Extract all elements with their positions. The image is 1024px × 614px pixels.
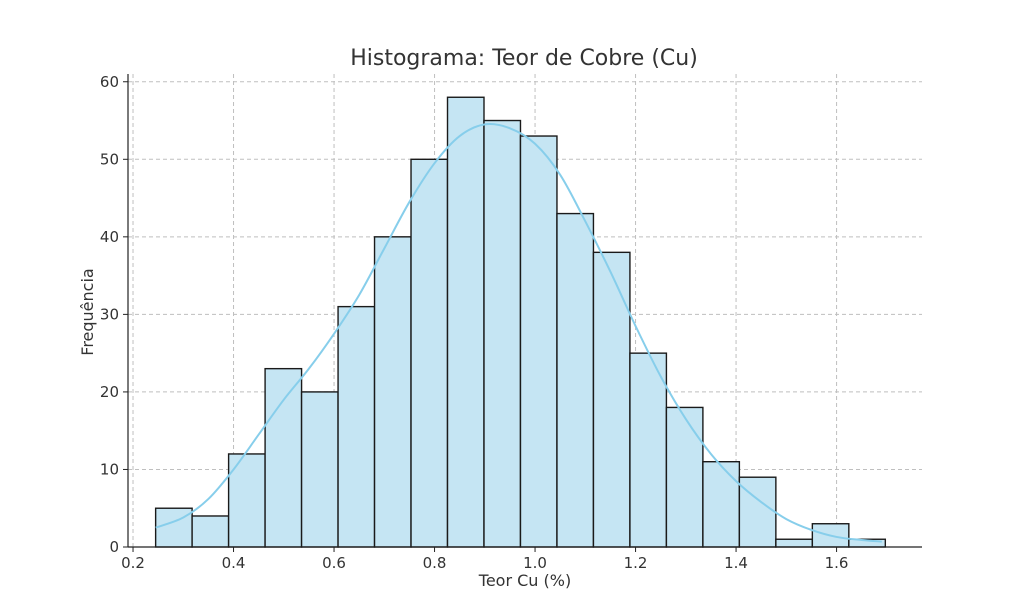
y-tick-label: 10 xyxy=(100,460,119,478)
x-tick-label: 0.2 xyxy=(121,554,145,572)
x-tick-label: 1.0 xyxy=(523,554,547,572)
x-axis-label: Teor Cu (%) xyxy=(478,571,571,590)
y-tick-label: 40 xyxy=(100,228,119,246)
kde-curve xyxy=(155,123,882,543)
axes xyxy=(127,74,922,548)
histogram-bar xyxy=(191,515,230,548)
histogram-bar xyxy=(300,391,339,548)
histogram-bar xyxy=(592,251,631,548)
histogram-bar xyxy=(264,367,303,548)
histogram-bar xyxy=(410,158,449,548)
x-tick-label: 0.8 xyxy=(423,554,447,572)
histogram-bars xyxy=(154,96,887,548)
histogram-bar xyxy=(665,406,704,548)
y-tick-label: 60 xyxy=(100,73,119,91)
y-tick-label: 0 xyxy=(109,538,119,556)
y-tick-label: 20 xyxy=(100,383,119,401)
histogram-bar xyxy=(483,119,522,548)
histogram-bar xyxy=(519,135,558,548)
chart-title: Histograma: Teor de Cobre (Cu) xyxy=(350,46,698,71)
x-tick-label: 1.2 xyxy=(624,554,648,572)
histogram-bar xyxy=(446,96,485,548)
x-tick-label: 1.4 xyxy=(724,554,748,572)
histogram-bar xyxy=(775,538,814,548)
y-tick-label: 30 xyxy=(100,305,119,323)
histogram-bar xyxy=(154,507,193,548)
histogram-bar xyxy=(556,212,595,548)
x-tick-label: 1.6 xyxy=(825,554,849,572)
histogram-bar xyxy=(702,461,741,548)
y-axis-label: Frequência xyxy=(78,268,97,355)
y-tick-label: 50 xyxy=(100,150,119,168)
x-ticks: 0.2 0.4 0.6 0.8 1.0 1.2 1.4 1.6 xyxy=(121,547,848,572)
histogram-bar xyxy=(337,305,376,548)
x-tick-label: 0.4 xyxy=(222,554,246,572)
x-tick-label: 0.6 xyxy=(322,554,346,572)
histogram-bar xyxy=(373,236,412,548)
histogram-bar xyxy=(629,352,668,548)
y-ticks: 0 10 20 30 40 50 60 xyxy=(100,73,128,556)
